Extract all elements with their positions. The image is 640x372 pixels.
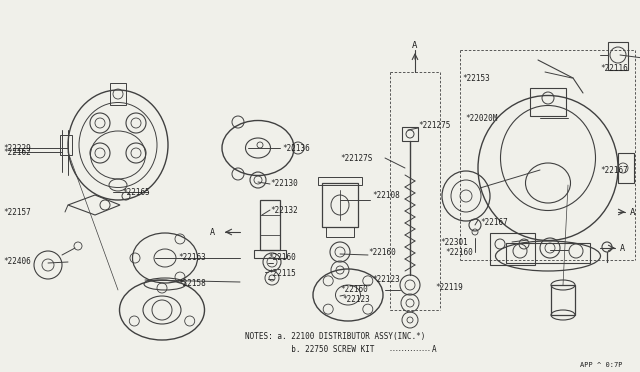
Bar — [260, 200, 280, 250]
Bar — [551, 285, 575, 315]
Text: *22127S: *22127S — [340, 154, 372, 163]
Text: *22160: *22160 — [368, 247, 396, 257]
Bar — [60, 135, 72, 155]
Text: *22167: *22167 — [480, 218, 508, 227]
Bar — [322, 183, 358, 227]
Text: NOTES: a. 22100 DISTRIBUTOR ASSY(INC.*): NOTES: a. 22100 DISTRIBUTOR ASSY(INC.*) — [245, 331, 426, 340]
Bar — [318, 177, 362, 185]
Text: *22108: *22108 — [372, 190, 400, 199]
Text: *22136: *22136 — [282, 144, 310, 153]
Bar — [608, 42, 628, 70]
Bar — [618, 153, 634, 183]
Bar — [506, 243, 590, 263]
Text: *22160: *22160 — [268, 253, 296, 263]
Text: *22162: *22162 — [3, 148, 31, 157]
Text: *22301: *22301 — [440, 237, 468, 247]
Text: *22157: *22157 — [3, 208, 31, 217]
Text: *221275: *221275 — [418, 121, 451, 129]
Text: *22167: *22167 — [600, 166, 628, 174]
Text: *22165: *22165 — [122, 187, 150, 196]
Text: A: A — [620, 244, 625, 253]
Text: *22123: *22123 — [372, 276, 400, 285]
Text: *22160: *22160 — [445, 247, 473, 257]
Bar — [326, 227, 354, 237]
Text: *22406: *22406 — [3, 257, 31, 266]
Text: *22116: *22116 — [600, 64, 628, 73]
Text: *22229: *22229 — [3, 144, 31, 153]
Text: *22115: *22115 — [268, 269, 296, 279]
Text: *22153: *22153 — [462, 74, 490, 83]
Text: *22160: *22160 — [340, 285, 368, 295]
Text: A: A — [630, 208, 636, 217]
Text: *22163: *22163 — [178, 253, 205, 263]
Bar — [490, 233, 535, 265]
Text: APP ^ 0:7P: APP ^ 0:7P — [580, 362, 623, 368]
Text: A: A — [210, 228, 215, 237]
Bar — [402, 127, 418, 141]
Bar — [110, 83, 126, 105]
Text: *22158: *22158 — [178, 279, 205, 288]
Text: *22130: *22130 — [270, 179, 298, 187]
Text: *22119: *22119 — [435, 283, 463, 292]
Bar — [530, 88, 566, 116]
Text: *22123: *22123 — [342, 295, 370, 305]
Text: b. 22750 SCREW KIT: b. 22750 SCREW KIT — [245, 346, 374, 355]
Text: A: A — [432, 346, 436, 355]
Text: *22020M: *22020M — [465, 113, 497, 122]
Bar — [254, 250, 286, 258]
Text: A: A — [412, 41, 418, 49]
Text: *22132: *22132 — [270, 205, 298, 215]
